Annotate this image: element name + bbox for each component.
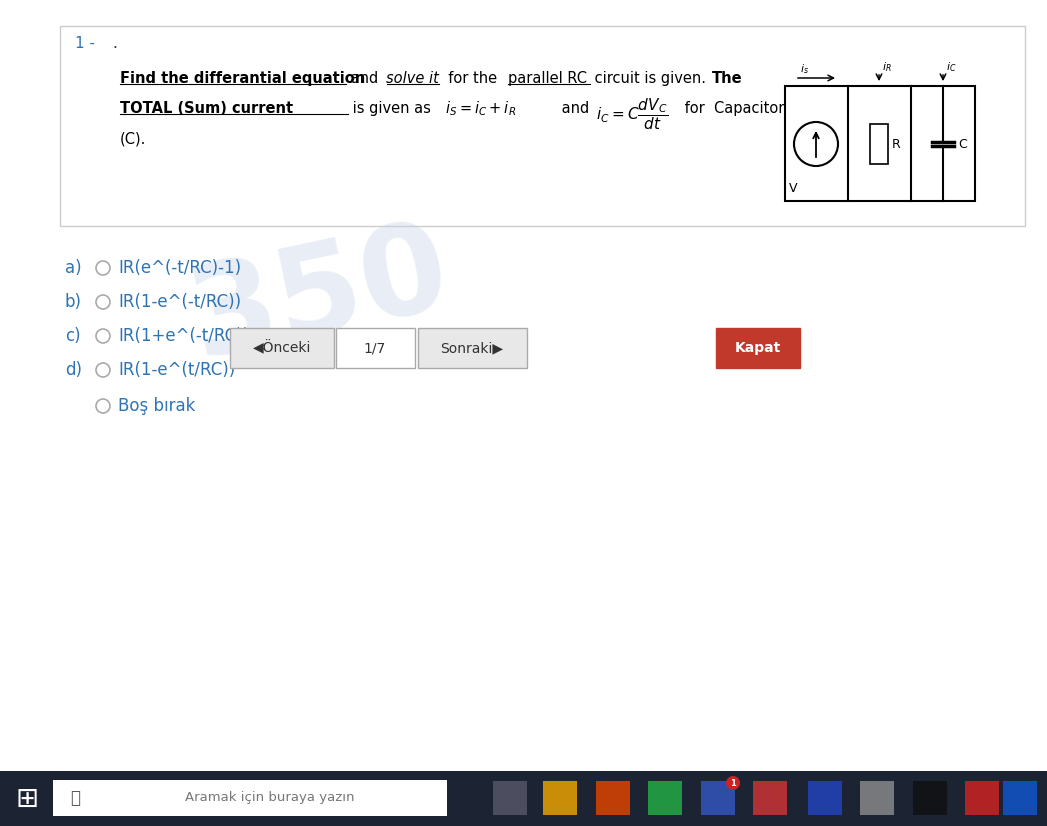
Text: d): d): [65, 361, 82, 379]
Text: and: and: [557, 101, 594, 116]
FancyBboxPatch shape: [913, 781, 946, 815]
Text: Sonraki▶: Sonraki▶: [441, 341, 504, 355]
Text: IR(1+e^(-t/RC)): IR(1+e^(-t/RC)): [118, 327, 249, 345]
Text: $i_C$: $i_C$: [946, 60, 957, 74]
Text: parallel RC: parallel RC: [508, 71, 587, 86]
Text: $i_R$: $i_R$: [882, 60, 892, 74]
Text: TOTAL (Sum) current: TOTAL (Sum) current: [120, 101, 293, 116]
Text: The: The: [712, 71, 742, 86]
FancyBboxPatch shape: [543, 781, 577, 815]
Text: 1 -: 1 -: [75, 36, 95, 51]
FancyBboxPatch shape: [648, 781, 682, 815]
Text: IR(1-e^(t/RC)): IR(1-e^(t/RC)): [118, 361, 236, 379]
Text: ◀Önceki: ◀Önceki: [252, 340, 311, 355]
Text: $\,i_C = C\dfrac{dV_C}{dt}\,$: $\,i_C = C\dfrac{dV_C}{dt}\,$: [594, 97, 668, 132]
Text: for the: for the: [439, 71, 502, 86]
FancyBboxPatch shape: [0, 771, 1047, 826]
Text: ⌕: ⌕: [70, 789, 80, 807]
Text: C: C: [958, 137, 966, 150]
Text: c): c): [65, 327, 81, 345]
Text: V: V: [789, 182, 798, 195]
FancyBboxPatch shape: [596, 781, 630, 815]
Text: 350: 350: [180, 210, 461, 382]
Text: Find the differantial equation: Find the differantial equation: [120, 71, 365, 86]
Text: circuit is given.: circuit is given.: [591, 71, 711, 86]
FancyBboxPatch shape: [701, 781, 735, 815]
FancyBboxPatch shape: [418, 328, 527, 368]
Text: Aramak için buraya yazın: Aramak için buraya yazın: [185, 791, 355, 805]
Text: 1/7: 1/7: [364, 341, 386, 355]
Text: $i_s$: $i_s$: [800, 62, 809, 76]
Text: IR(1-e^(-t/RC)): IR(1-e^(-t/RC)): [118, 293, 241, 311]
FancyBboxPatch shape: [336, 328, 415, 368]
Text: .: .: [112, 36, 117, 51]
FancyBboxPatch shape: [870, 124, 888, 164]
Text: for  Capacitor: for Capacitor: [680, 101, 784, 116]
Text: 1: 1: [730, 778, 736, 787]
Text: (C).: (C).: [120, 131, 147, 146]
FancyBboxPatch shape: [716, 328, 800, 368]
Text: a): a): [65, 259, 82, 277]
Text: is given as: is given as: [348, 101, 436, 116]
Text: Boş bırak: Boş bırak: [118, 397, 196, 415]
FancyBboxPatch shape: [785, 86, 975, 201]
FancyBboxPatch shape: [60, 26, 1025, 226]
Text: solve it: solve it: [386, 71, 439, 86]
FancyBboxPatch shape: [1003, 781, 1037, 815]
Circle shape: [726, 776, 740, 790]
FancyBboxPatch shape: [808, 781, 842, 815]
Text: R: R: [892, 137, 900, 150]
FancyBboxPatch shape: [0, 0, 1047, 771]
FancyBboxPatch shape: [493, 781, 527, 815]
FancyBboxPatch shape: [965, 781, 999, 815]
Text: IR(e^(-t/RC)-1): IR(e^(-t/RC)-1): [118, 259, 241, 277]
Text: $\,i_S = i_C + i_R\,$: $\,i_S = i_C + i_R\,$: [443, 99, 516, 117]
Text: ⊞: ⊞: [16, 785, 39, 813]
Text: b): b): [65, 293, 82, 311]
Text: Kapat: Kapat: [735, 341, 781, 355]
FancyBboxPatch shape: [860, 781, 894, 815]
FancyBboxPatch shape: [230, 328, 334, 368]
FancyBboxPatch shape: [753, 781, 787, 815]
Text: and: and: [346, 71, 383, 86]
FancyBboxPatch shape: [53, 780, 447, 816]
